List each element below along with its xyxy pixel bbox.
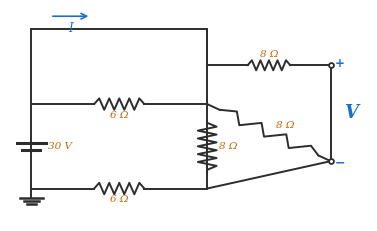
Text: −: − [335, 157, 345, 170]
Text: I: I [68, 22, 73, 35]
Text: 6 Ω: 6 Ω [110, 111, 129, 120]
Text: +: + [335, 57, 345, 70]
Text: 8 Ω: 8 Ω [260, 50, 278, 59]
Text: 8 Ω: 8 Ω [219, 142, 237, 151]
Text: V: V [344, 104, 358, 122]
Text: 30 V: 30 V [48, 142, 72, 151]
Text: 8 Ω: 8 Ω [276, 121, 295, 130]
Text: 6 Ω: 6 Ω [110, 195, 129, 204]
